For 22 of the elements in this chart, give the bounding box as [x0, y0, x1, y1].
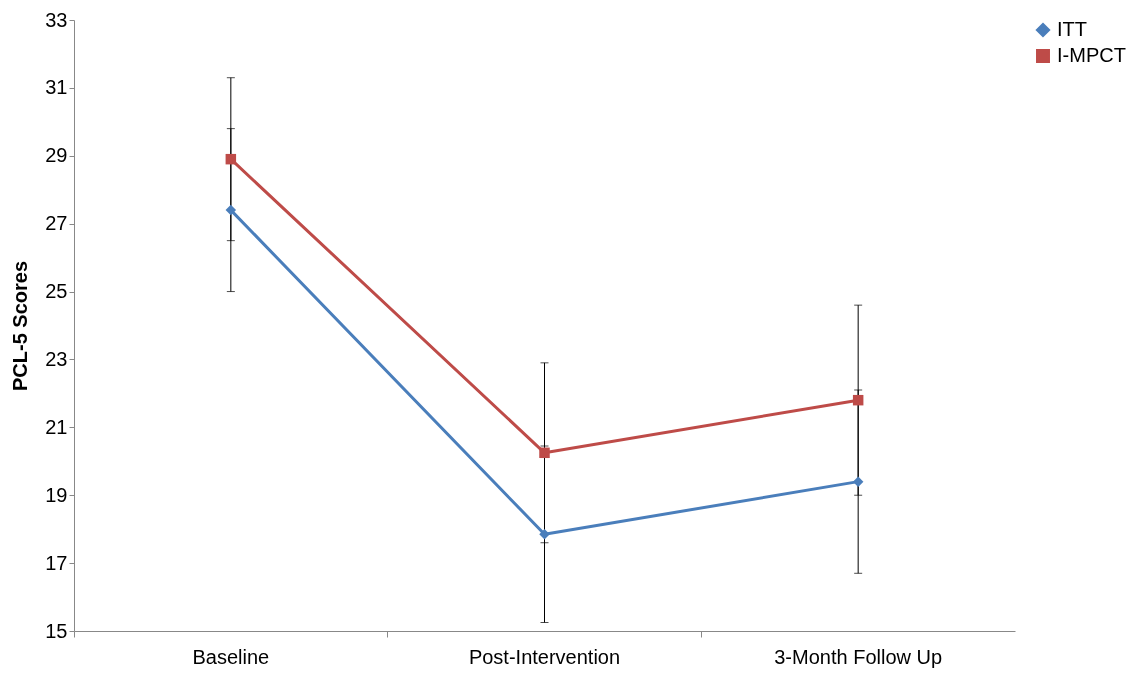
x-tick-label: Baseline — [192, 645, 270, 668]
y-tick-label: 25 — [45, 280, 68, 303]
x-tick-label: Post-Intervention — [468, 645, 621, 668]
y-tick-label: 29 — [45, 144, 68, 167]
y-tick-label: 27 — [45, 212, 68, 235]
legend-label: I-MPCT — [1057, 44, 1126, 66]
y-axis-title: PCL-5 Scores — [9, 260, 32, 392]
y-tick-label: 17 — [45, 551, 68, 574]
point — [225, 153, 237, 165]
point — [539, 529, 550, 540]
y-tick-label: 15 — [45, 619, 68, 642]
legend-label: ITT — [1057, 18, 1087, 40]
y-tick-label: 21 — [45, 415, 68, 438]
y-tick-label: 33 — [45, 8, 68, 31]
y-tick-label: 19 — [45, 483, 68, 506]
point — [539, 447, 550, 459]
y-tick-label: 23 — [45, 347, 68, 370]
x-tick-label: 3-Month Follow Up — [774, 645, 943, 668]
y-tick-label: 31 — [45, 76, 68, 99]
point — [852, 394, 864, 406]
point — [852, 476, 864, 487]
point — [225, 204, 237, 216]
